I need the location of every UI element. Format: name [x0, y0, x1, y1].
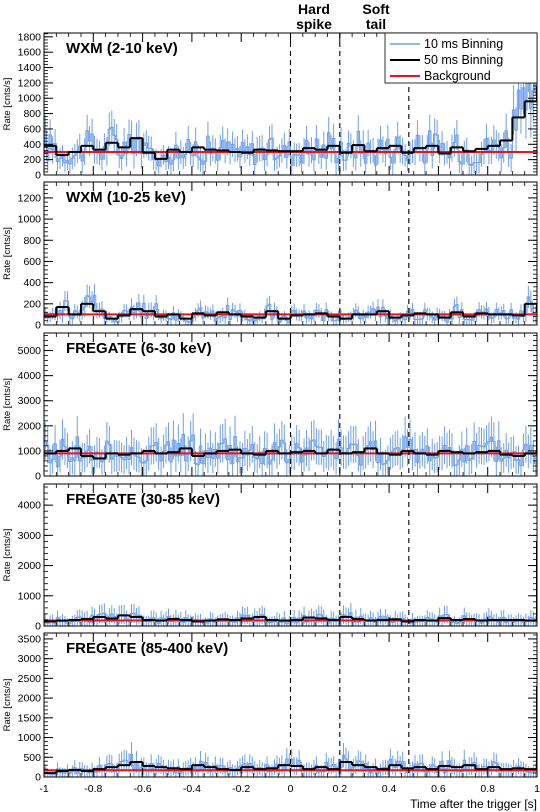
x-tick-label: -1	[39, 783, 48, 795]
x-tick-label: -0.8	[84, 783, 102, 795]
y-tick-label: 1000	[18, 590, 42, 602]
y-tick-label: 5000	[18, 345, 42, 357]
y-tick-label: 0	[35, 170, 41, 182]
y-tick-label: 1000	[18, 445, 42, 457]
y-axis-label: Rate [cnts/s]	[2, 378, 13, 431]
y-tick-label: 1000	[18, 732, 42, 744]
x-tick-label: 0.2	[332, 783, 347, 795]
y-tick-label: 600	[23, 256, 41, 268]
y-tick-label: 1000	[18, 93, 42, 105]
hard-spike-label-line2: spike	[296, 16, 332, 32]
y-tick-label: 2000	[18, 420, 42, 432]
x-tick-label: 0.4	[382, 783, 397, 795]
panel-5: 0 500 1000 1500 2000 2500 3000 3500 Rate [cnts/s…	[2, 632, 538, 784]
y-tick-label: 500	[23, 752, 41, 764]
series-50ms	[44, 302, 537, 320]
series-50ms	[44, 383, 537, 460]
y-tick-label: 0	[35, 320, 41, 332]
series-50ms	[44, 541, 537, 623]
y-tick-label: 4000	[18, 370, 42, 382]
panel-title: FREGATE (30-85 keV)	[66, 491, 220, 508]
panel-title: WXM (10-25 keV)	[66, 189, 186, 206]
y-tick-label: 800	[23, 235, 41, 247]
y-tick-label: 800	[23, 108, 41, 120]
y-tick-label: 0	[35, 621, 41, 633]
y-tick-label: 0	[35, 471, 41, 483]
x-tick-label: -0.4	[183, 783, 201, 795]
y-tick-label: 1400	[18, 62, 42, 74]
plot-area	[44, 541, 537, 626]
y-tick-label: 1800	[18, 31, 42, 43]
y-axis-label: Rate [cnts/s]	[2, 78, 13, 131]
panel-4: 0 1000 2000 3000 4000 Rate [cnts/s] FREGATE (3…	[2, 483, 538, 633]
legend-label-background: Background	[424, 69, 491, 83]
y-tick-label: 3000	[18, 530, 42, 542]
legend-label-coarse: 50 ms Binning	[424, 53, 503, 67]
hard-spike-label-line1: Hard	[298, 1, 330, 17]
y-tick-label: 1200	[18, 192, 42, 204]
panel-title: WXM (2-10 keV)	[66, 40, 178, 57]
legend: 10 ms Binning 50 ms Binning Background	[384, 32, 538, 84]
panel-3: 0 1000 2000 3000 4000 5000 Rate [cnts/s] FREGAT…	[2, 332, 538, 483]
y-tick-label: 4000	[18, 500, 42, 512]
y-axis-label: Rate [cnts/s]	[2, 679, 13, 732]
y-tick-label: 1200	[18, 77, 42, 89]
x-tick-label: 0.8	[480, 783, 495, 795]
y-tick-label: 0	[35, 772, 41, 784]
soft-tail-label-line2: tail	[366, 16, 386, 32]
x-tick-label: -0.2	[232, 783, 250, 795]
y-tick-label: 1600	[18, 47, 42, 59]
plot-area	[44, 284, 537, 325]
y-tick-label: 2500	[18, 673, 42, 685]
plot-area	[44, 383, 537, 476]
y-tick-label: 400	[23, 277, 41, 289]
y-tick-label: 200	[23, 298, 41, 310]
y-tick-label: 2000	[18, 693, 42, 705]
panel-title: FREGATE (85-400 keV)	[66, 640, 228, 657]
y-axis-label: Rate [cnts/s]	[2, 227, 13, 280]
panel-title: FREGATE (6-30 keV)	[66, 340, 212, 357]
y-tick-label: 3000	[18, 395, 42, 407]
panel-2: 0 200 400 600 800 1000 1200 Rate [cnts/s] WXM (1…	[2, 181, 538, 332]
x-tick-label: 1	[534, 783, 540, 795]
x-axis-label: Time after the trigger [s]	[410, 797, 537, 811]
y-axis-label: Rate [cnts/s]	[2, 529, 13, 582]
x-tick-label: 0.6	[431, 783, 446, 795]
y-tick-label: 3000	[18, 653, 42, 665]
y-tick-label: 1000	[18, 214, 42, 226]
series-50ms	[44, 86, 537, 160]
x-tick-label: -0.6	[134, 783, 152, 795]
y-tick-label: 3500	[18, 633, 42, 645]
y-tick-label: 400	[23, 139, 41, 151]
y-tick-label: 600	[23, 123, 41, 135]
panel-1: 0 200 400 600 800 1000 1200 1400 1600 1800 Rate [c…	[2, 31, 538, 182]
series-10ms	[44, 413, 537, 476]
legend-label-fine: 10 ms Binning	[424, 37, 503, 51]
legend-box	[384, 32, 538, 84]
y-tick-label: 2000	[18, 560, 42, 572]
plot-area	[44, 686, 537, 777]
y-tick-label: 200	[23, 154, 41, 166]
soft-tail-label-line1: Soft	[362, 1, 390, 17]
x-tick-label: 0	[288, 783, 294, 795]
y-tick-label: 1500	[18, 712, 42, 724]
